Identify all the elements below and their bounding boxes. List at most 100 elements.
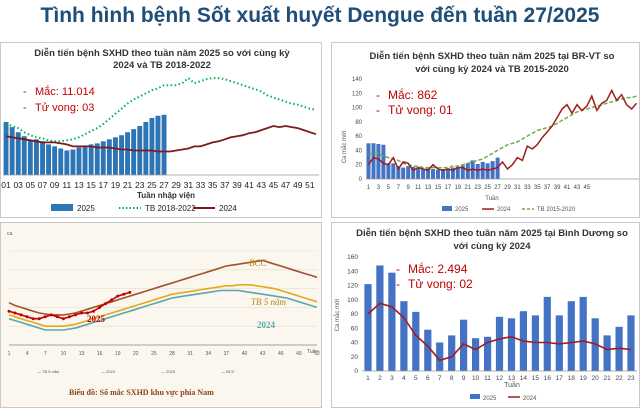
point-2025 [128,290,132,294]
x-tick-label: 33 [524,185,531,191]
y-tick-label: 120 [352,91,363,97]
bar-2025 [88,144,94,175]
x-tick-label: 1 [8,351,11,357]
chart-panel-brvt: Diễn tiến bệnh SXHD theo tuần năm 2025 t… [331,42,640,218]
x-tick-label: 43 [260,351,266,357]
point-2025 [80,311,83,315]
x-tick-label: 29 [504,185,511,191]
x-tick-label: 5 [387,185,391,191]
point-2025 [25,315,29,319]
y-tick-label: 60 [351,325,359,332]
x-tick-label: 12 [496,375,504,382]
annotation-bullet-cases: - [23,86,27,98]
legend-item-2025: — 2025 [161,369,176,374]
point-2025 [43,315,47,319]
bar-2025 [9,127,15,175]
bar-2025 [543,296,551,371]
bar-2025 [627,315,635,371]
bar-2025 [27,140,33,175]
x-tick-label: 39 [232,180,242,190]
x-tick-label: 7 [397,185,401,191]
x-tick-label: 21 [464,185,471,191]
x-tick-label: 40 [242,351,248,357]
x-tick-label: 23 [135,180,145,190]
y-axis-label: Ca mắc mới [341,131,348,164]
series-line-2024 [8,289,318,331]
x-tick-label: 13 [425,185,432,191]
bar-2025 [381,144,386,179]
legend-label-avg: TB 2015-2020 [537,207,576,213]
bar-2025 [113,137,118,175]
x-tick-label: 19 [115,351,121,357]
x-tick-label: 05 [26,180,36,190]
chart-panel-national: Diễn tiến bệnh SXHD theo tuần năm 2025 s… [0,42,322,218]
point-2025 [49,313,53,317]
annotation-bullet-deaths: - [376,103,380,117]
x-tick-label: 5 [414,375,418,382]
series-line-avg [368,95,637,169]
legend-swatch-2025 [51,204,73,211]
y-tick-label: 80 [351,311,359,318]
chart-brvt-svg: Diễn tiến bệnh SXHD theo tuần năm 2025 t… [341,51,639,213]
x-tick-label: 39 [554,185,561,191]
x-tick-label: 28 [169,351,175,357]
point-2025 [73,313,77,317]
x-tick-label: 2 [378,375,382,382]
bar-2025 [391,163,396,179]
bar-2025 [507,318,516,371]
bar-2025 [143,122,149,175]
bar-2025 [371,143,376,179]
chart-south-svg: ca 1 4 7 10 13 16 19 22 25 28 31 34 37 40 43 46 49 52 BCC… [7,231,320,397]
point-2025 [98,305,102,309]
bar-2025 [441,169,445,179]
legend-label-2025: 2025 [455,207,469,213]
y-axis-label: Ca mắc mới [334,299,341,332]
annotation-cases: Mắc: 11.014 [35,85,95,98]
x-tick-label: 21 [603,375,611,382]
bar-2025 [411,166,416,179]
x-tick-label: 49 [296,351,302,357]
x-tick-label: 6 [426,375,430,382]
x-tick-label: 3 [390,375,394,382]
annotation-bullet-deaths: - [396,277,400,291]
point-2025 [19,313,23,317]
bar-2025 [34,139,39,175]
x-tick-label: 9 [407,185,411,191]
point-2025 [7,309,11,313]
bar-2025 [480,161,485,179]
chart-panel-south: ca 1 4 7 10 13 16 19 22 25 28 31 34 37 40 43 46 49 52 BCC… [0,222,322,408]
x-tick-label: 15 [435,185,442,191]
y-tick-label: 120 [347,283,358,290]
point-2025 [110,298,114,302]
bar-2025 [400,301,408,371]
bar-2025 [484,336,492,371]
bar-2025 [52,146,58,175]
bar-2025 [567,301,575,371]
x-tick-label: 45 [269,180,279,190]
bar-2025 [448,335,456,371]
bar-2025 [436,342,444,371]
x-axis-label: Tuần [307,349,318,355]
chart-title-partial: ca [7,231,13,237]
x-tick-label: 13 [74,180,84,190]
chart-binhduong-svg: Diễn tiến bệnh SXHD theo tuần năm 2025 t… [334,228,637,402]
y-tick-label: 20 [351,354,359,361]
annotation-bullet-deaths: - [23,102,27,114]
bar-2025 [376,144,381,179]
y-tick-label: 80 [355,120,362,126]
bar-2025 [100,141,106,175]
page-title: Tình hình bệnh Sốt xuất huyết Dengue đến… [40,4,600,27]
x-tick-label: 34 [206,351,212,357]
legend-item-2024: — 2024 [101,369,116,374]
x-tick-label: 52 [314,351,320,357]
x-tick-label: 7 [438,375,442,382]
bar-2025 [376,265,384,371]
bar-2025 [82,145,88,175]
x-tick-label: 18 [568,375,576,382]
chart-panel-binhduong: Diễn tiến bệnh SXHD theo tuần năm 2025 t… [331,222,640,408]
x-tick-label: 4 [402,375,406,382]
x-tick-label: 41 [564,185,571,191]
bar-2025 [131,129,137,175]
x-tick-label: 35 [208,180,218,190]
bar-2025 [119,135,124,175]
